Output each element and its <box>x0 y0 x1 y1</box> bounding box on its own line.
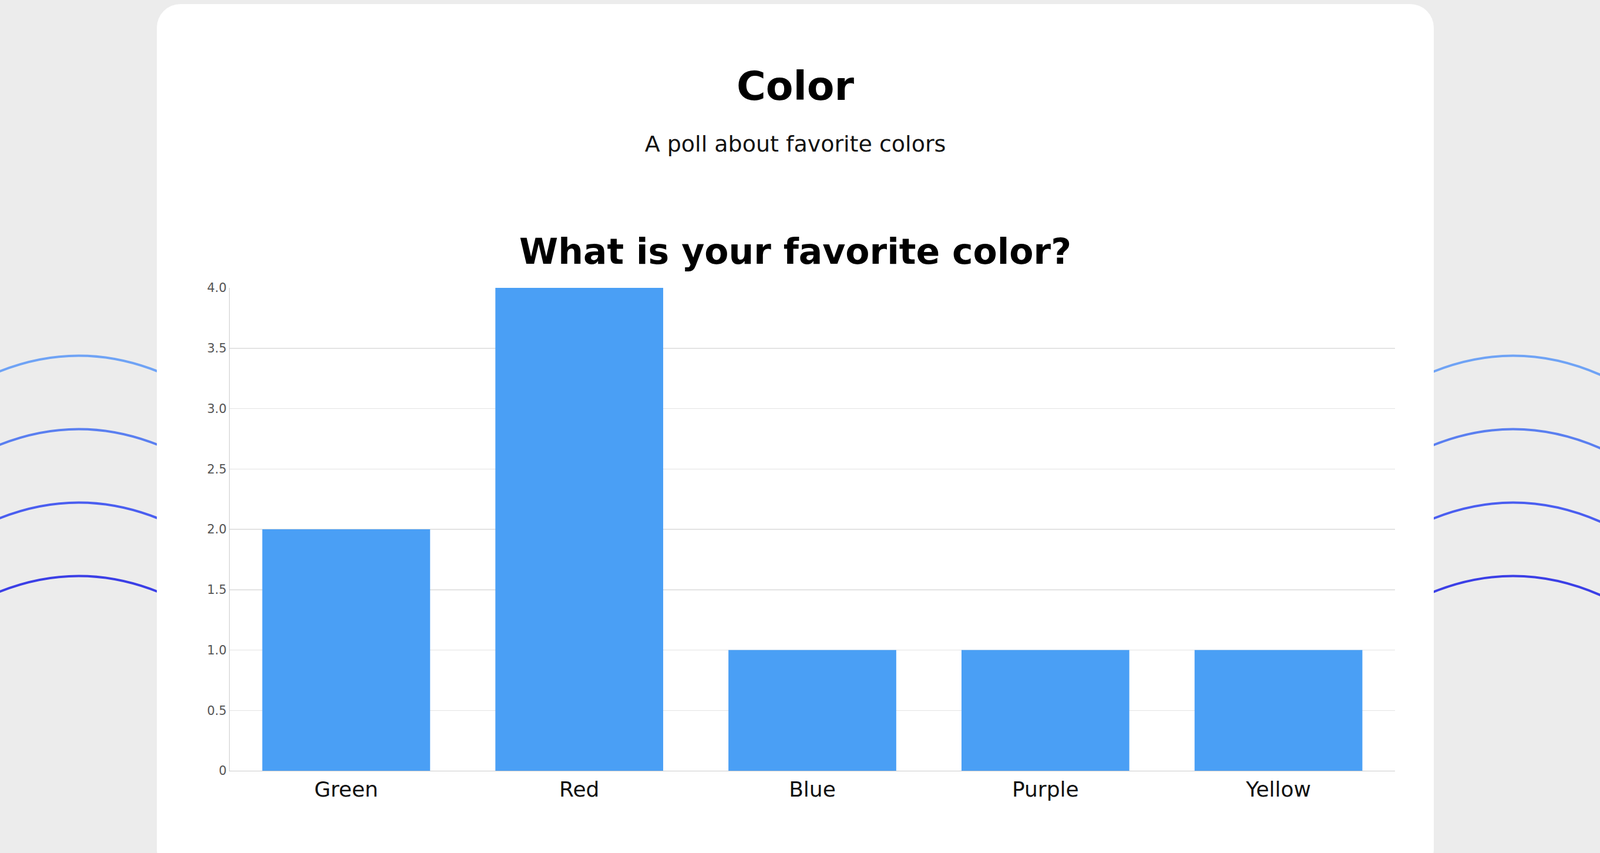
svg-text:Purple: Purple <box>1012 777 1080 802</box>
svg-text:0: 0 <box>218 763 227 778</box>
svg-text:3.5: 3.5 <box>206 341 227 356</box>
svg-text:Blue: Blue <box>788 777 836 802</box>
svg-text:2.5: 2.5 <box>206 462 227 477</box>
svg-text:2.0: 2.0 <box>206 522 227 537</box>
svg-text:1.0: 1.0 <box>206 643 227 658</box>
svg-text:0.5: 0.5 <box>206 703 227 718</box>
html-text:A poll about favorite colors: A poll about favorite colors <box>644 130 946 157</box>
svg-text:What is your favorite color?: What is your favorite color? <box>519 230 1072 272</box>
svg-text:4.0: 4.0 <box>206 280 227 295</box>
svg-text:1.5: 1.5 <box>206 582 227 597</box>
svg-text:Red: Red <box>559 777 600 802</box>
svg-text:Yellow: Yellow <box>1245 777 1312 802</box>
html-text:Color: Color <box>736 62 855 110</box>
svg-text:3.0: 3.0 <box>206 401 227 416</box>
svg-text:Green: Green <box>314 777 379 802</box>
